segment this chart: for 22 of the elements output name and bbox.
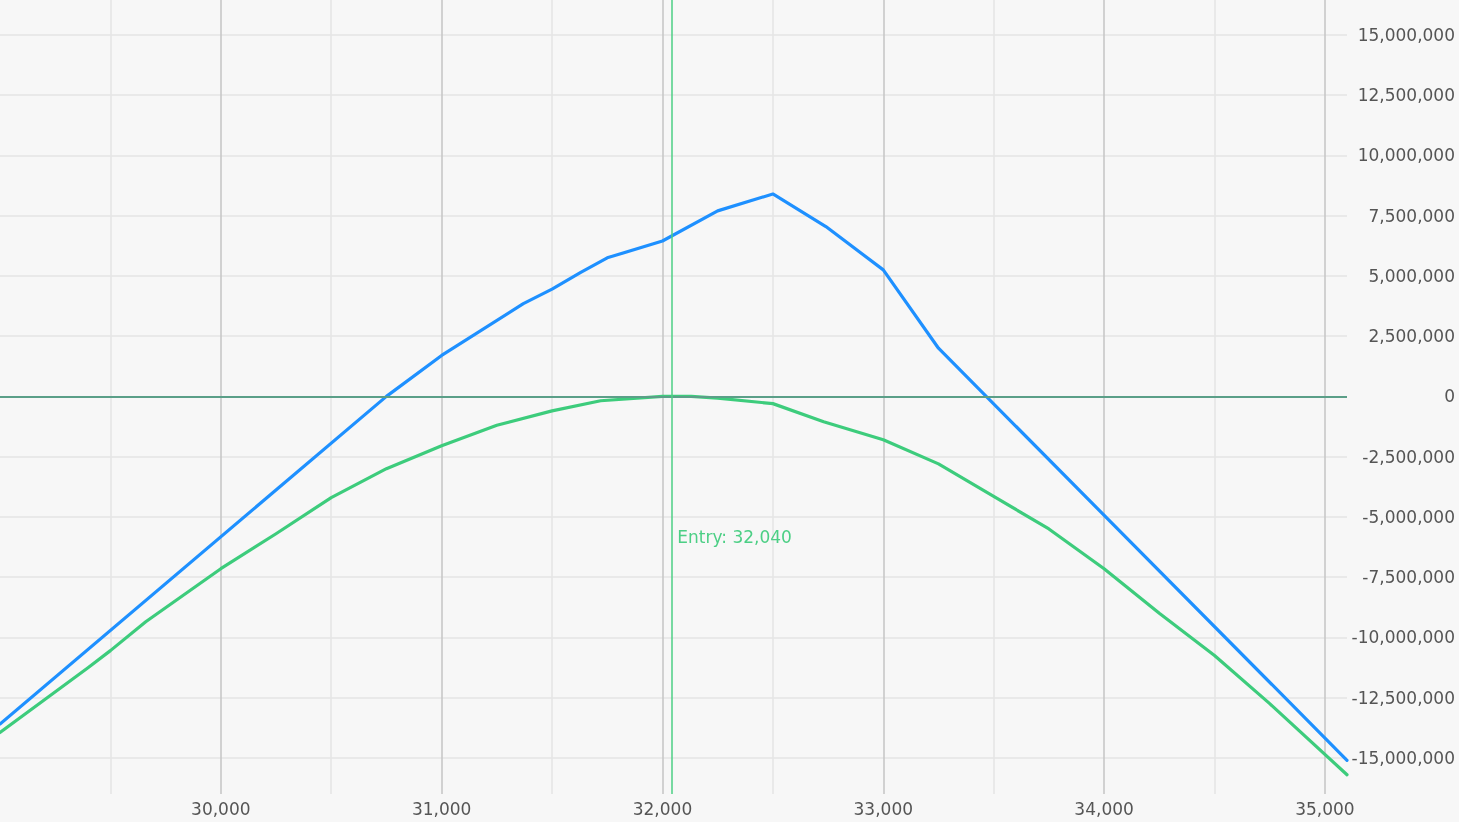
- line-series: [0, 192, 1349, 762]
- y-tick-label: -2,500,000: [1362, 446, 1455, 467]
- y-tick-label: 2,500,000: [1368, 326, 1455, 347]
- y-tick-label: -15,000,000: [1351, 747, 1455, 768]
- x-tick-label: 32,000: [632, 798, 693, 819]
- y-tick-label: -7,500,000: [1362, 567, 1455, 588]
- x-tick-label: 34,000: [1074, 798, 1134, 819]
- y-tick-label: 5,000,000: [1368, 265, 1455, 286]
- y-tick-label: -10,000,000: [1351, 627, 1455, 648]
- y-tick-label: -12,500,000: [1351, 687, 1455, 708]
- x-tick-label: 31,000: [411, 798, 472, 819]
- x-tick-label: 33,000: [853, 798, 914, 819]
- ref-line-label: Entry: 32,040: [677, 526, 792, 547]
- x-tick-label: 35,000: [1295, 798, 1355, 819]
- y-tick-label: 10,000,000: [1357, 145, 1455, 166]
- line-series: [0, 394, 1349, 777]
- y-tick-label: 12,500,000: [1357, 85, 1455, 106]
- x-tick-label: 30,000: [191, 798, 251, 819]
- y-tick-label: 7,500,000: [1368, 205, 1455, 226]
- y-tick-label: 0: [1444, 386, 1455, 407]
- y-tick-label: 15,000,000: [1357, 24, 1455, 45]
- y-tick-label: -5,000,000: [1362, 506, 1455, 527]
